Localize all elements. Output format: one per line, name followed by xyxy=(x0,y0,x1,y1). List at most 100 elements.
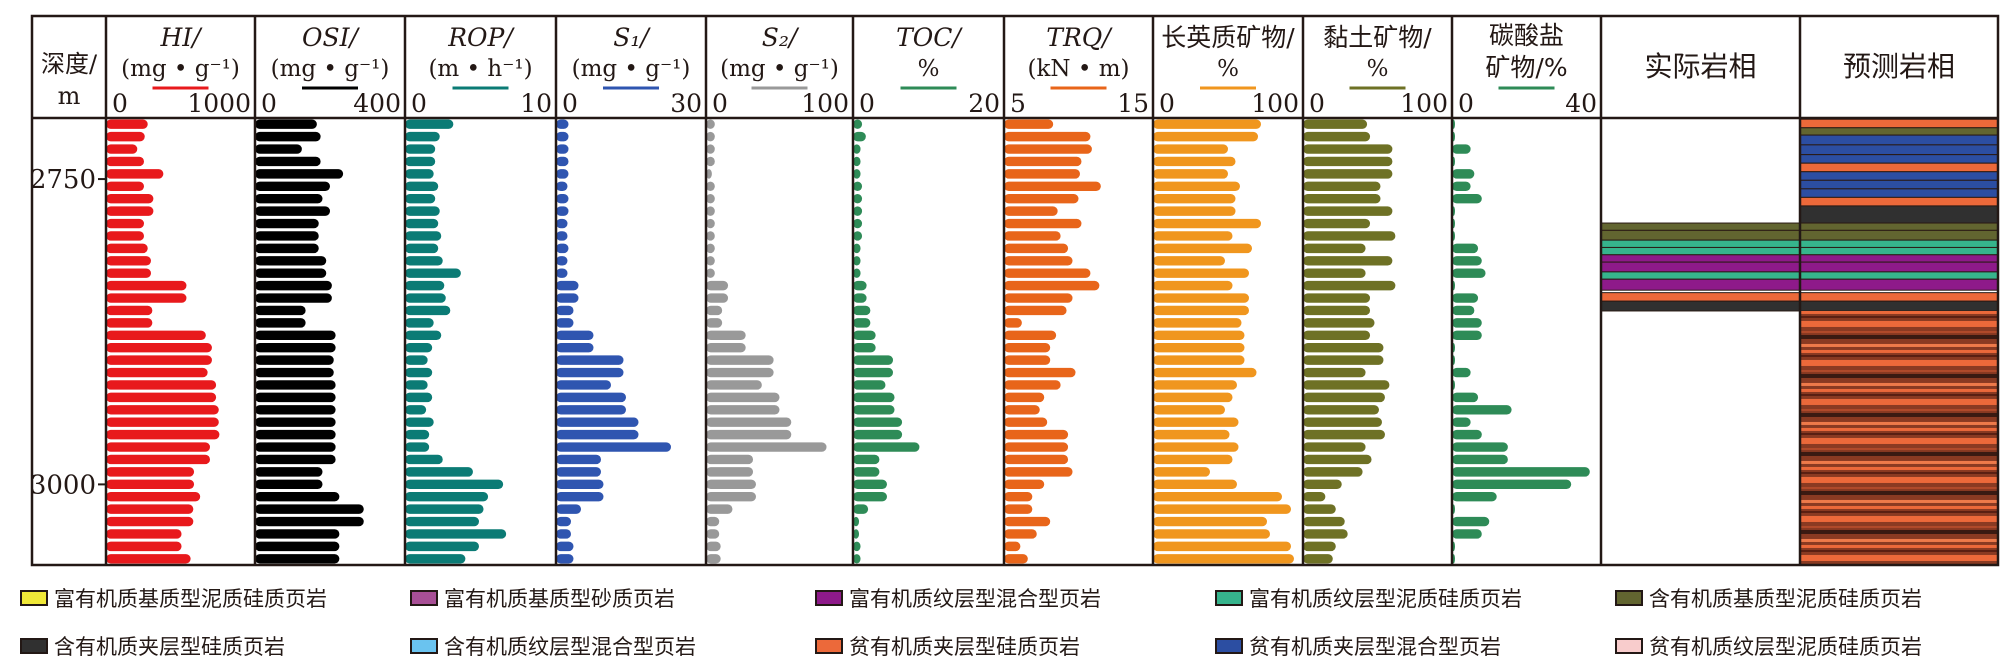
bar-felsic xyxy=(1153,554,1294,564)
bar-trq xyxy=(1004,529,1037,539)
bar-trq xyxy=(1004,156,1082,167)
bar-hi xyxy=(106,380,217,390)
bar-osi xyxy=(255,119,317,129)
lithofacies-stripe xyxy=(1800,315,1998,318)
track-min-label: 5 xyxy=(1010,89,1026,118)
bar-rop xyxy=(405,429,430,440)
lithofacies-layer xyxy=(1600,300,1801,312)
lithofacies-stripe xyxy=(1800,330,1998,333)
bar-s2 xyxy=(706,442,827,452)
bar-s2 xyxy=(706,492,756,502)
bar-s2 xyxy=(706,343,746,353)
track-title: 碳酸盐 xyxy=(1489,21,1564,50)
bar-rop xyxy=(405,479,504,489)
bar-carbonate xyxy=(1452,405,1512,415)
bar-trq xyxy=(1004,355,1051,365)
bar-s2 xyxy=(706,454,754,465)
bar-carbonate xyxy=(1452,367,1471,378)
lithofacies-layer xyxy=(1799,300,1999,312)
lithofacies-stripe xyxy=(1800,510,1998,513)
bar-rop xyxy=(405,330,442,340)
bar-trq xyxy=(1004,516,1051,527)
bar-clay xyxy=(1303,330,1371,340)
bar-s1 xyxy=(556,355,624,365)
bar-rop xyxy=(405,305,451,316)
bar-s1 xyxy=(556,144,569,154)
bar-felsic xyxy=(1153,169,1228,179)
bar-hi xyxy=(106,554,191,564)
depth-axis-unit: m xyxy=(58,82,81,110)
bar-toc xyxy=(853,156,861,167)
bar-osi xyxy=(255,144,302,154)
bar-felsic xyxy=(1153,417,1239,427)
lithofacies-layer xyxy=(1600,229,1801,241)
bar-trq xyxy=(1004,181,1101,191)
bar-trq xyxy=(1004,454,1069,465)
track-max-label: 100 xyxy=(1251,89,1299,118)
track-max-label: 400 xyxy=(353,89,401,118)
bar-s1 xyxy=(556,119,569,129)
lithofacies-stripe xyxy=(1800,373,1998,378)
bar-rop xyxy=(405,293,446,303)
bar-trq xyxy=(1004,541,1021,552)
bar-hi xyxy=(106,218,144,229)
bar-rop xyxy=(405,268,461,278)
lithofacies-stripe xyxy=(1800,554,1998,561)
bar-felsic xyxy=(1153,467,1210,477)
bar-rop xyxy=(405,504,484,514)
bar-hi xyxy=(106,330,206,340)
bar-hi xyxy=(106,156,144,167)
lithofacies-stripe xyxy=(1800,460,1998,464)
lithofacies-layer xyxy=(1799,261,1999,273)
bar-toc xyxy=(853,405,895,415)
bar-clay xyxy=(1303,554,1333,564)
bar-trq xyxy=(1004,231,1061,241)
bar-rop xyxy=(405,156,436,167)
bar-carbonate xyxy=(1452,479,1572,489)
bar-osi xyxy=(255,479,323,489)
bar-s1 xyxy=(556,268,568,278)
bar-rop xyxy=(405,392,433,403)
lithofacies-layer xyxy=(1799,246,1999,256)
bar-s2 xyxy=(706,504,733,514)
lithofacies-stripe xyxy=(1800,476,1998,483)
bar-toc xyxy=(853,243,861,254)
bar-toc xyxy=(853,529,860,539)
bar-osi xyxy=(255,256,327,266)
bar-osi xyxy=(255,194,323,204)
bar-toc xyxy=(853,280,867,291)
lithofacies-stripe xyxy=(1800,432,1998,435)
bar-felsic xyxy=(1153,194,1236,204)
lithofacies-layer xyxy=(1600,278,1801,291)
lithofacies-stripe xyxy=(1800,549,1998,552)
bar-hi xyxy=(106,429,220,440)
bar-clay xyxy=(1303,119,1368,129)
track-title-line2: 矿物/% xyxy=(1485,53,1567,82)
lithofacies-stripe xyxy=(1800,437,1998,444)
track-max-label: 30 xyxy=(670,89,702,118)
track-min-label: 0 xyxy=(411,89,427,118)
bar-hi xyxy=(106,280,187,291)
bar-s1 xyxy=(556,243,569,254)
bar-rop xyxy=(405,231,442,241)
bar-s1 xyxy=(556,343,594,353)
bar-rop xyxy=(405,454,443,465)
bar-s1 xyxy=(556,442,671,452)
bar-clay xyxy=(1303,144,1393,154)
track-unit: % xyxy=(1367,56,1389,82)
lithofacies-layer xyxy=(1600,246,1801,256)
lithofacies-layer xyxy=(1600,254,1801,263)
bar-toc xyxy=(853,554,861,564)
track-title: TRQ/ xyxy=(1046,23,1113,52)
lithofacies-layer xyxy=(1799,278,1999,291)
bar-s2 xyxy=(706,119,715,129)
bar-osi xyxy=(255,318,306,328)
bar-trq xyxy=(1004,256,1073,266)
lithofacies-stripe xyxy=(1800,451,1998,456)
bar-carbonate xyxy=(1452,243,1479,254)
bar-rop xyxy=(405,380,428,390)
bar-osi xyxy=(255,454,336,465)
bar-hi xyxy=(106,144,138,154)
bar-felsic xyxy=(1153,268,1249,278)
bar-s1 xyxy=(556,231,568,241)
